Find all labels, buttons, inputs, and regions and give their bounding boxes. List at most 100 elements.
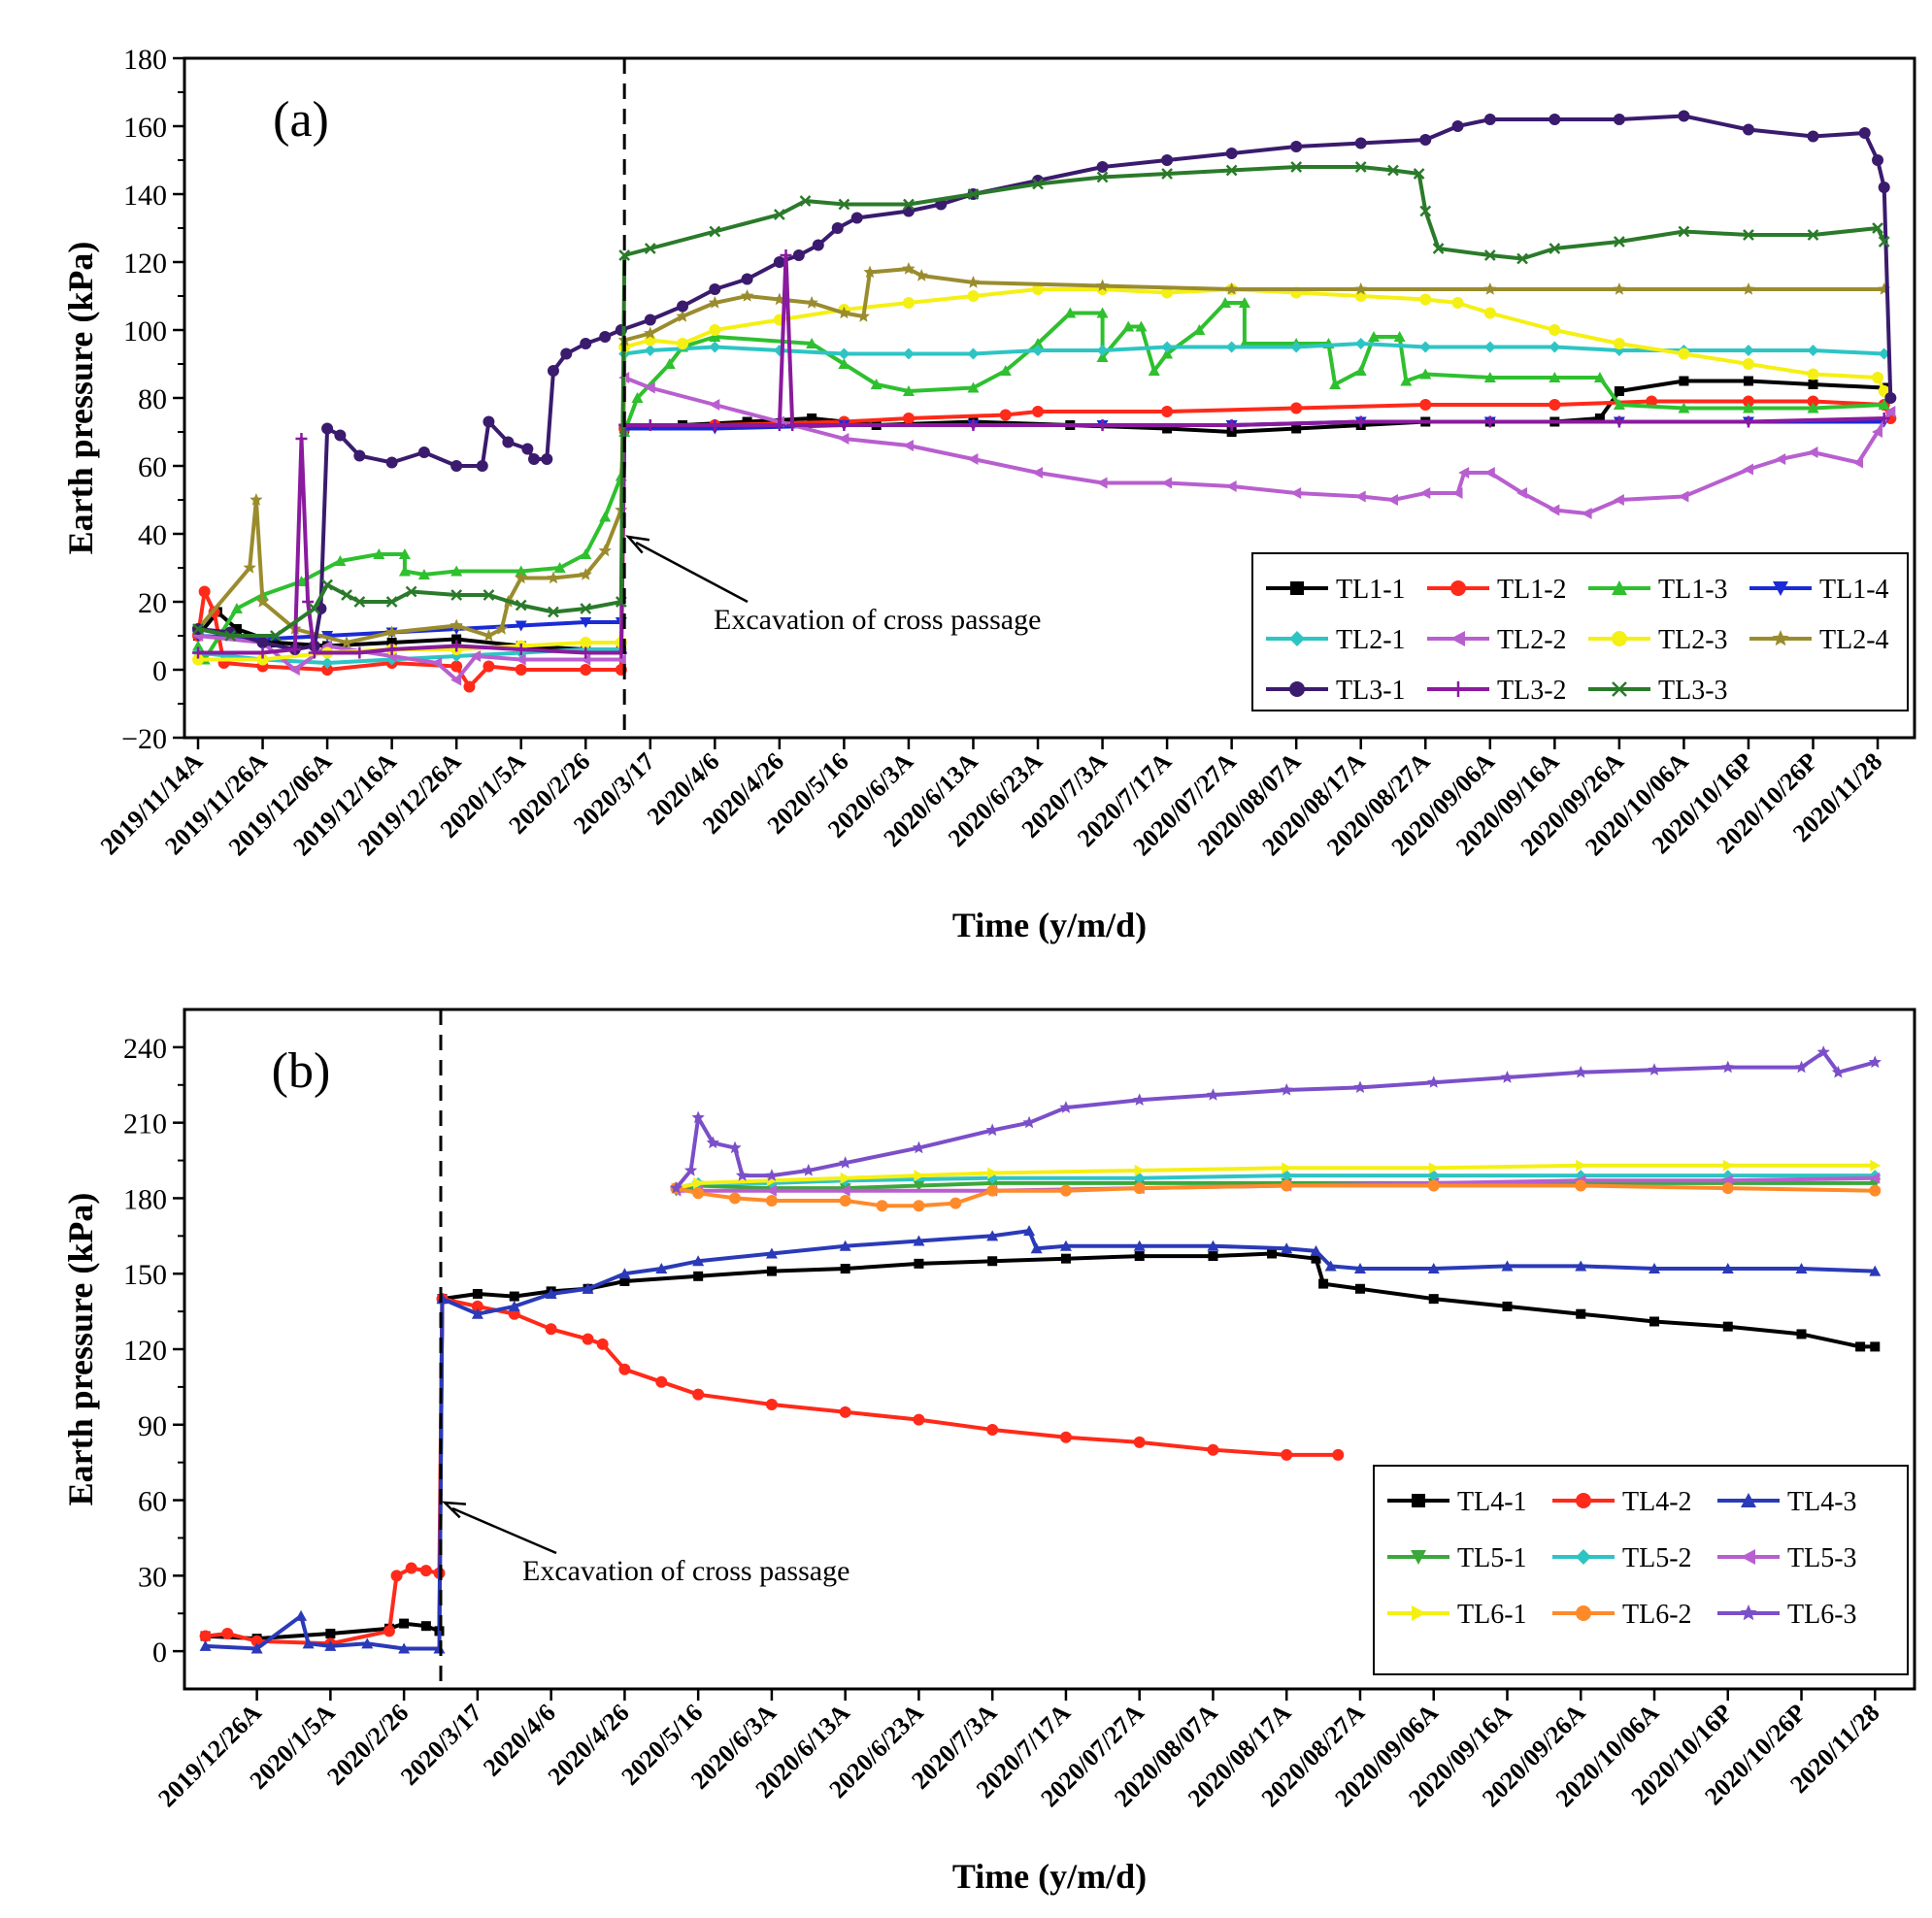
data-point <box>250 493 263 506</box>
data-point <box>361 1637 374 1649</box>
data-point <box>270 638 281 647</box>
series-TL2-2 <box>192 372 1896 686</box>
data-point <box>250 1642 263 1654</box>
annotation-text: Excavation of cross passage <box>714 604 1041 636</box>
data-point <box>1162 423 1173 434</box>
data-point <box>1134 1251 1145 1262</box>
data-point <box>1796 1329 1807 1339</box>
data-point <box>405 585 417 598</box>
data-point <box>1329 379 1342 389</box>
data-point <box>838 358 850 369</box>
data-point <box>1134 1164 1146 1176</box>
data-point <box>1161 406 1174 417</box>
legend-label: TL5-3 <box>1787 1543 1857 1573</box>
series-line <box>675 1180 1876 1193</box>
data-point <box>663 358 676 369</box>
legend-label: TL2-1 <box>1336 625 1406 655</box>
legend-marker <box>1773 581 1788 596</box>
data-point <box>1878 182 1890 193</box>
y-tick-label: 210 <box>123 1108 167 1141</box>
y-tick-label: 160 <box>123 112 167 144</box>
data-point <box>1501 1260 1514 1272</box>
legend-marker <box>1576 1549 1591 1565</box>
data-point <box>417 569 430 579</box>
data-point <box>450 674 462 686</box>
data-point <box>383 1625 395 1637</box>
data-point <box>192 623 204 635</box>
data-point <box>840 1264 850 1274</box>
data-point <box>1161 168 1173 180</box>
legend-label: TL4-2 <box>1622 1487 1692 1517</box>
data-point <box>1225 282 1239 295</box>
data-point <box>839 1156 852 1169</box>
data-point <box>515 664 527 676</box>
data-point <box>1419 341 1432 353</box>
data-point <box>1419 487 1431 499</box>
data-point <box>1096 419 1109 431</box>
data-point <box>1855 1341 1866 1352</box>
legend-marker <box>1612 681 1627 697</box>
data-point <box>385 456 398 469</box>
data-point <box>1721 1182 1734 1195</box>
data-point <box>450 618 463 632</box>
data-point <box>839 1195 851 1207</box>
data-point <box>1575 1179 1587 1192</box>
data-point <box>1432 243 1445 254</box>
data-point <box>431 657 443 669</box>
data-point <box>243 561 256 574</box>
data-point <box>553 562 566 573</box>
data-point <box>340 636 353 648</box>
data-point <box>580 653 591 666</box>
data-point <box>967 188 980 200</box>
data-point <box>1206 1088 1220 1101</box>
data-point <box>1032 178 1044 190</box>
y-tick-label: −20 <box>121 723 167 755</box>
data-point <box>1648 1063 1661 1075</box>
y-tick-label: 180 <box>123 1183 167 1215</box>
y-tick-label: 150 <box>123 1259 167 1291</box>
data-point <box>967 419 980 431</box>
data-point <box>192 640 204 651</box>
data-point <box>1290 341 1303 353</box>
data-point <box>1549 243 1561 254</box>
data-point <box>1225 148 1238 159</box>
data-point <box>655 1375 668 1388</box>
data-point <box>1368 331 1381 342</box>
series-TL3-1 <box>192 110 1897 655</box>
data-point <box>580 548 592 559</box>
data-point <box>706 1136 719 1149</box>
legend-label: TL6-3 <box>1787 1600 1857 1630</box>
data-point <box>1872 372 1884 383</box>
data-point <box>693 1176 705 1189</box>
y-tick-label: 140 <box>123 180 167 212</box>
legend-item: TL1-1 <box>1266 575 1406 605</box>
legend-item: TL4-3 <box>1717 1487 1857 1517</box>
data-point <box>1549 114 1561 125</box>
data-point <box>986 1184 999 1197</box>
data-point <box>385 596 398 608</box>
data-point <box>1483 282 1497 295</box>
data-point <box>1483 415 1496 428</box>
data-point <box>1310 1244 1322 1256</box>
data-point <box>1678 225 1690 238</box>
data-point <box>1858 127 1871 139</box>
data-point <box>1613 114 1625 125</box>
data-point <box>1807 130 1819 143</box>
data-point <box>580 617 592 628</box>
data-point <box>256 637 269 648</box>
data-point <box>373 548 385 559</box>
data-point <box>850 212 863 224</box>
legend-item: TL3-3 <box>1588 676 1728 706</box>
data-point <box>199 1630 212 1642</box>
data-point <box>644 419 656 431</box>
legend-label: TL4-3 <box>1787 1487 1857 1517</box>
data-point <box>1354 490 1366 503</box>
y-tick-label: 120 <box>123 1335 167 1367</box>
legend-item: TL3-1 <box>1266 676 1406 706</box>
data-point <box>903 198 915 211</box>
data-point <box>515 565 527 577</box>
data-point <box>321 657 334 669</box>
data-point <box>1267 1248 1278 1259</box>
legend-label: TL5-1 <box>1457 1543 1527 1573</box>
data-point <box>913 1200 925 1212</box>
